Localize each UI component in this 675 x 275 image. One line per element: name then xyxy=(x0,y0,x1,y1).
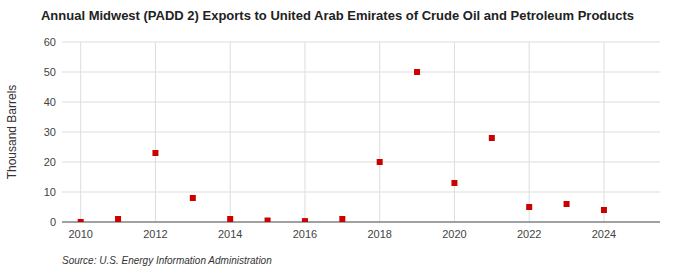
x-grid-line xyxy=(230,42,231,222)
x-tick-label: 2010 xyxy=(68,228,92,240)
y-axis-label: Thousand Barrels xyxy=(5,85,19,180)
y-grid-line xyxy=(62,132,660,133)
points xyxy=(78,69,607,222)
point xyxy=(265,218,271,223)
x-tick-label: 2014 xyxy=(218,228,242,240)
y-tick-label: 0 xyxy=(50,216,56,228)
x-grid-line xyxy=(603,42,604,222)
y-tick-label: 30 xyxy=(44,126,56,138)
x-grid-line xyxy=(454,42,455,222)
chart-container: Annual Midwest (PADD 2) Exports to Unite… xyxy=(0,0,675,275)
x-grid-line xyxy=(80,42,81,222)
x-tick-label: 2024 xyxy=(592,228,616,240)
point xyxy=(78,219,84,222)
y-tick-label: 60 xyxy=(44,36,56,48)
source-note: Source: U.S. Energy Information Administ… xyxy=(62,255,272,266)
x-tick-label: 2018 xyxy=(367,228,391,240)
y-grid-line xyxy=(62,42,660,43)
x-tick-label: 2012 xyxy=(143,228,167,240)
grid xyxy=(62,42,660,222)
x-axis-line xyxy=(62,222,660,223)
point xyxy=(115,216,121,222)
x-tick-label: 2016 xyxy=(293,228,317,240)
x-grid-line xyxy=(529,42,530,222)
point xyxy=(302,218,308,222)
y-tick-label: 10 xyxy=(44,186,56,198)
y-grid-line xyxy=(62,72,660,73)
point xyxy=(152,150,158,156)
point xyxy=(451,180,457,186)
title: Annual Midwest (PADD 2) Exports to Unite… xyxy=(41,8,634,23)
chart: Annual Midwest (PADD 2) Exports to Unite… xyxy=(0,0,675,275)
y-grid-line xyxy=(62,162,660,163)
x-tick-label: 2020 xyxy=(442,228,466,240)
y-grid-line xyxy=(62,222,660,223)
point xyxy=(190,195,196,201)
x-grid-line xyxy=(304,42,305,222)
y-tick-label: 50 xyxy=(44,66,56,78)
point xyxy=(564,201,570,207)
x-tick-label: 2022 xyxy=(517,228,541,240)
point xyxy=(339,216,345,222)
point xyxy=(489,135,495,141)
x-grid-line xyxy=(155,42,156,222)
y-tick-label: 40 xyxy=(44,96,56,108)
x-grid-line xyxy=(379,42,380,222)
y-grid-line xyxy=(62,102,660,103)
point xyxy=(414,69,420,75)
point xyxy=(526,204,532,210)
y-grid-line xyxy=(62,192,660,193)
y-tick-label: 20 xyxy=(44,156,56,168)
point xyxy=(377,159,383,165)
point xyxy=(227,216,233,222)
point xyxy=(601,207,607,213)
